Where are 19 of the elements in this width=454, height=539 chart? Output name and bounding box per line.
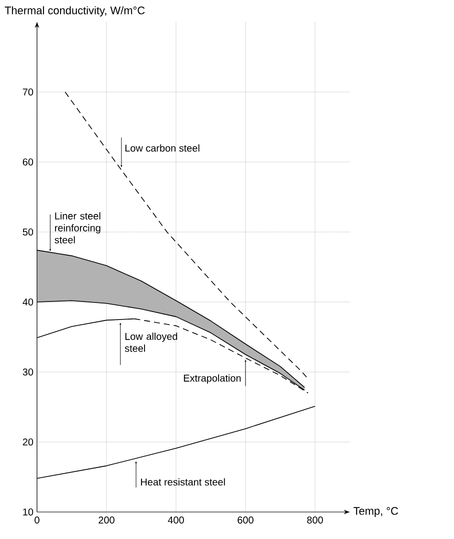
x-tick-label: 800 bbox=[307, 516, 323, 524]
y-tick-label: 70 bbox=[22, 88, 34, 96]
annotation: Low carbon steel bbox=[125, 144, 200, 152]
annotation: Low alloyed steel bbox=[124, 332, 178, 352]
y-tick-label: 10 bbox=[23, 508, 34, 516]
y-tick-label: 60 bbox=[22, 158, 34, 166]
y-tick-label: 40 bbox=[22, 298, 34, 306]
annotation: Heat resistant steel bbox=[141, 478, 225, 486]
y-tick-label: 30 bbox=[22, 368, 34, 376]
x-tick-label: 600 bbox=[238, 516, 254, 524]
y-tick-label: 20 bbox=[22, 438, 34, 446]
x-axis-title: Temp, °C bbox=[354, 507, 398, 517]
x-tick-label: 400 bbox=[168, 516, 184, 524]
x-tick-label: 200 bbox=[98, 516, 114, 524]
y-axis-title: Thermal conductivity, W/m°C bbox=[4, 6, 145, 16]
y-tick-label: 50 bbox=[22, 228, 34, 236]
x-tick-label: 0 bbox=[34, 516, 40, 524]
annotation: Liner steel reinforcing steel bbox=[54, 212, 100, 244]
annotation: Extrapolation bbox=[184, 374, 241, 384]
